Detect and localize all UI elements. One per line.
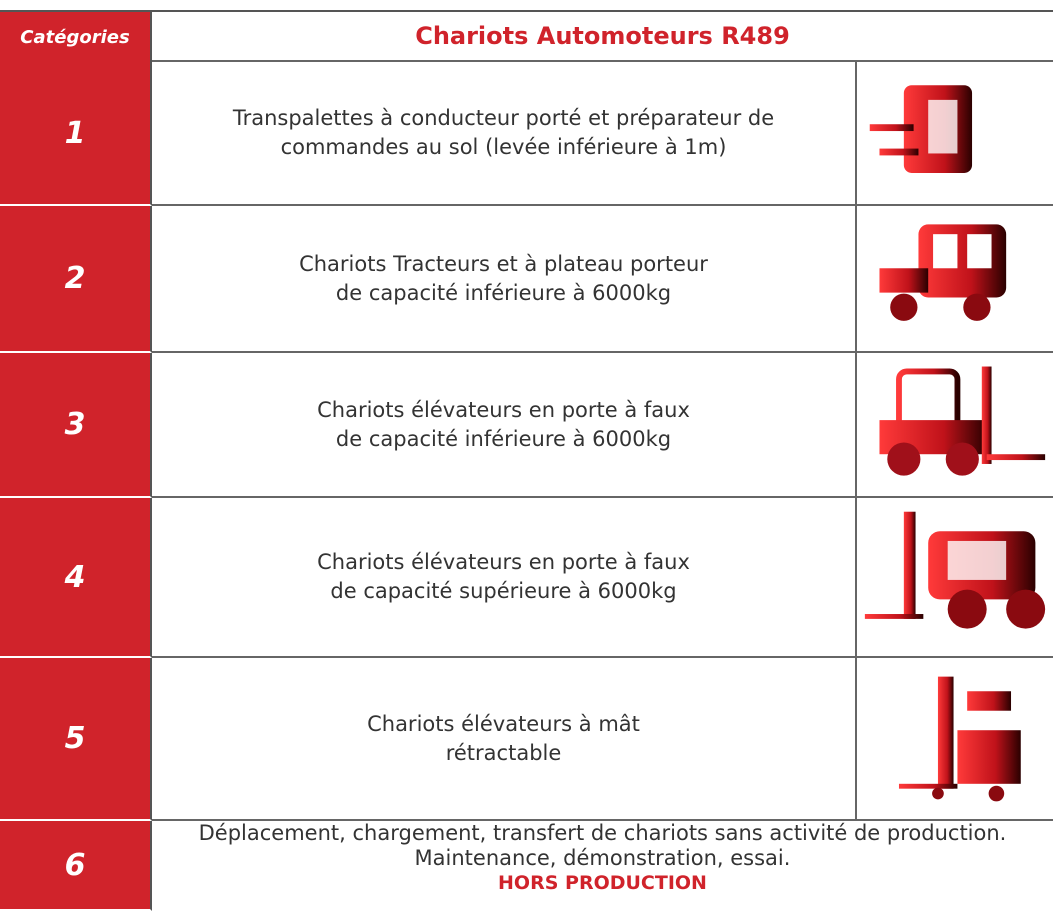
description-line: Déplacement, chargement, transfert de ch… [199,821,1007,846]
description-line: de capacité supérieure à 6000kg [330,577,676,606]
category-label: Catégories [20,27,129,48]
row-number: 2 [0,206,152,353]
icon-cell [857,353,1053,498]
description-line: Maintenance, démonstration, essai. [415,846,791,871]
number-text: 4 [65,560,86,595]
description-line: Chariots Tracteurs et à plateau porteur [299,250,708,279]
description-line: Transpalettes à conducteur porté et prép… [233,104,774,133]
description-line: Chariots élévateurs à mât [367,710,640,739]
description-line: de capacité inférieure à 6000kg [336,279,671,308]
icon-cell [857,206,1053,353]
vehicle-icon [860,355,1050,494]
description-line: Chariots élévateurs en porte à faux [317,396,690,425]
emphasis: HORS PRODUCTION [498,871,707,896]
page: Catégories Chariots Automoteurs R489 1 Tr… [0,0,1053,906]
row-number: 3 [0,353,152,498]
vehicle-icon [860,64,1050,202]
description-line: de capacité inférieure à 6000kg [336,425,671,454]
row-number: 6 [0,821,152,911]
title-header: Chariots Automoteurs R489 [152,10,1053,62]
description-line: commandes au sol (levée inférieure à 1m) [281,133,727,162]
number-text: 1 [65,116,86,151]
table-title: Chariots Automoteurs R489 [415,22,790,50]
description-line: Chariots élévateurs en porte à faux [317,548,690,577]
icon-cell [857,498,1053,658]
category-header: Catégories [0,10,152,62]
number-text: 2 [65,261,86,296]
row-number: 1 [0,62,152,206]
vehicle-icon [860,500,1050,654]
row-number: 5 [0,658,152,821]
icon-cell [857,62,1053,206]
description-line: rétractable [446,739,562,768]
row-description: Déplacement, chargement, transfert de ch… [152,821,1053,911]
vehicle-icon [860,208,1050,349]
number-text: 5 [65,721,86,756]
icon-cell [857,658,1053,821]
number-text: 6 [65,848,86,883]
row-number: 4 [0,498,152,658]
vehicle-icon [860,660,1050,817]
row-description: Transpalettes à conducteur porté et prép… [152,62,857,206]
number-text: 3 [65,407,86,442]
